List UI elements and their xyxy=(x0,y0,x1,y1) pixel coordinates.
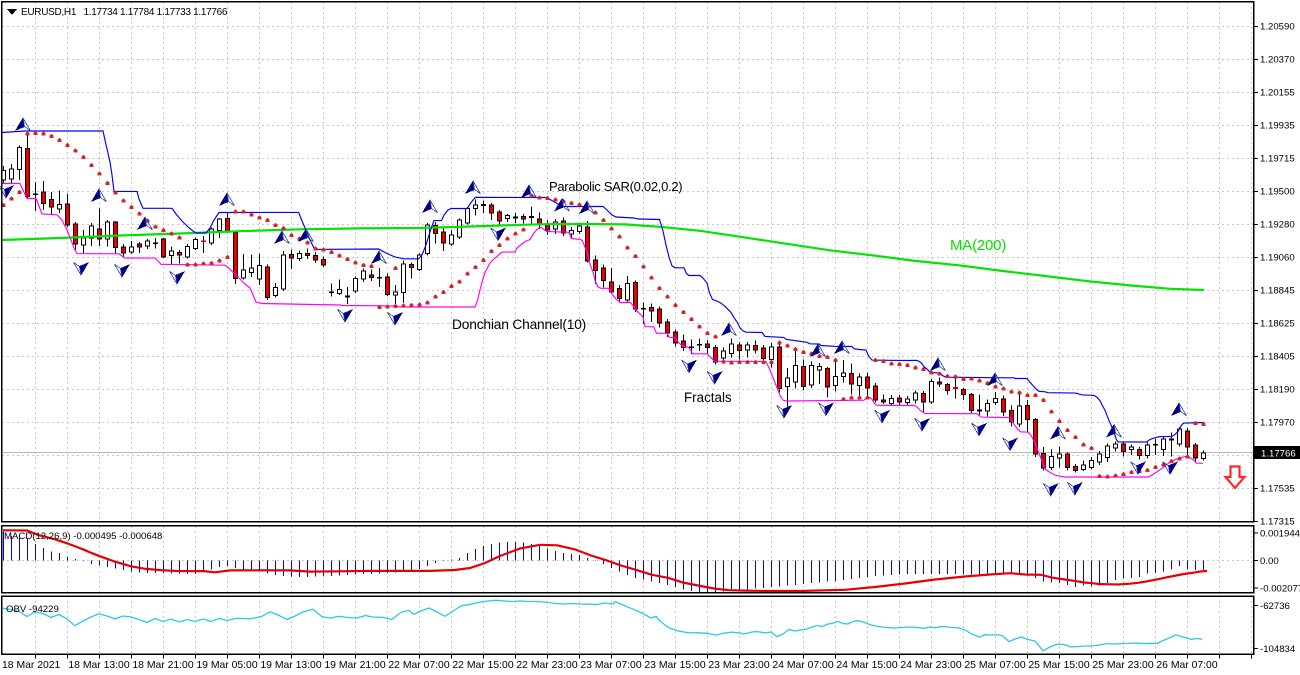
svg-text:1.19280: 1.19280 xyxy=(1260,220,1295,231)
svg-text:1.17970: 1.17970 xyxy=(1260,418,1295,429)
svg-text:Fractals: Fractals xyxy=(684,390,732,405)
svg-text:1.17315: 1.17315 xyxy=(1260,517,1295,528)
svg-text:1.19935: 1.19935 xyxy=(1260,121,1295,132)
svg-text:0.001944: 0.001944 xyxy=(1260,529,1300,540)
svg-text:1.20590: 1.20590 xyxy=(1260,22,1295,33)
svg-text:26 Mar 07:00: 26 Mar 07:00 xyxy=(1156,660,1217,671)
svg-text:1.18625: 1.18625 xyxy=(1260,319,1295,330)
svg-text:1.20370: 1.20370 xyxy=(1260,55,1295,66)
svg-text:23 Mar 15:00: 23 Mar 15:00 xyxy=(644,660,705,671)
svg-text:1.17535: 1.17535 xyxy=(1260,484,1295,495)
svg-text:25 Mar 23:00: 25 Mar 23:00 xyxy=(1092,660,1153,671)
svg-text:Donchian Channel(10): Donchian Channel(10) xyxy=(452,317,586,332)
svg-text:-104834: -104834 xyxy=(1260,644,1296,655)
svg-text:24 Mar 07:00: 24 Mar 07:00 xyxy=(772,660,833,671)
svg-text:1.18845: 1.18845 xyxy=(1260,286,1295,297)
svg-text:22 Mar 23:00: 22 Mar 23:00 xyxy=(516,660,577,671)
svg-text:Parabolic SAR(0.02,0.2): Parabolic SAR(0.02,0.2) xyxy=(549,179,682,194)
svg-text:-62736: -62736 xyxy=(1260,601,1290,612)
svg-text:24 Mar 23:00: 24 Mar 23:00 xyxy=(900,660,961,671)
svg-text:23 Mar 07:00: 23 Mar 07:00 xyxy=(580,660,641,671)
svg-text:MA(200): MA(200) xyxy=(950,237,1006,254)
svg-text:MACD(12,26,9) -0.000495 -0.000: MACD(12,26,9) -0.000495 -0.000648 xyxy=(4,531,162,542)
svg-text:EURUSD,H1 1.17734 1.17784 1.: EURUSD,H1 1.17734 1.17784 1.17733 1.1776… xyxy=(21,7,228,18)
svg-text:18 Mar 2021: 18 Mar 2021 xyxy=(2,660,61,671)
svg-text:19 Mar 13:00: 19 Mar 13:00 xyxy=(260,660,321,671)
svg-text:24 Mar 15:00: 24 Mar 15:00 xyxy=(836,660,897,671)
svg-text:1.18190: 1.18190 xyxy=(1260,385,1295,396)
svg-text:19 Mar 21:00: 19 Mar 21:00 xyxy=(324,660,385,671)
svg-text:22 Mar 07:00: 22 Mar 07:00 xyxy=(388,660,449,671)
svg-text:22 Mar 15:00: 22 Mar 15:00 xyxy=(452,660,513,671)
svg-text:25 Mar 07:00: 25 Mar 07:00 xyxy=(964,660,1025,671)
svg-text:18 Mar 13:00: 18 Mar 13:00 xyxy=(68,660,129,671)
svg-text:23 Mar 23:00: 23 Mar 23:00 xyxy=(708,660,769,671)
svg-text:1.18405: 1.18405 xyxy=(1260,352,1295,363)
svg-text:1.20155: 1.20155 xyxy=(1260,88,1295,99)
svg-text:1.19715: 1.19715 xyxy=(1260,154,1295,165)
svg-text:OBV -94229: OBV -94229 xyxy=(6,604,59,615)
svg-text:19 Mar 05:00: 19 Mar 05:00 xyxy=(196,660,257,671)
svg-text:1.19500: 1.19500 xyxy=(1260,187,1295,198)
svg-text:25 Mar 15:00: 25 Mar 15:00 xyxy=(1028,660,1089,671)
svg-text:18 Mar 21:00: 18 Mar 21:00 xyxy=(132,660,193,671)
svg-text:1.17766: 1.17766 xyxy=(1261,449,1296,460)
svg-text:0.00: 0.00 xyxy=(1260,556,1279,567)
svg-text:1.19060: 1.19060 xyxy=(1260,253,1295,264)
svg-text:-0.002077: -0.002077 xyxy=(1260,584,1300,595)
